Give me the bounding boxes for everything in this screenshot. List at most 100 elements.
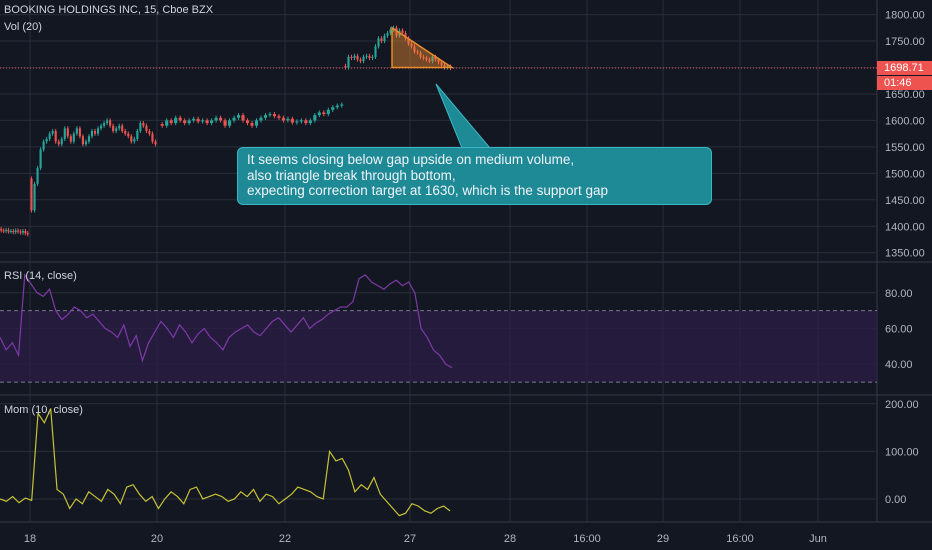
candle-body xyxy=(133,138,136,142)
candle-body xyxy=(299,120,303,122)
grid-lines xyxy=(0,0,932,523)
candle-body xyxy=(395,27,398,36)
candle-body xyxy=(245,120,250,124)
rsi-pane[interactable] xyxy=(0,273,877,383)
candle-body xyxy=(425,57,428,60)
candle-body xyxy=(340,104,344,106)
mom-tick-label: 0.00 xyxy=(885,494,906,506)
candle-body xyxy=(66,128,69,137)
candle-body xyxy=(232,117,236,121)
mom-tick-label: 100.00 xyxy=(885,446,919,458)
mom-tick-label: 200.00 xyxy=(885,399,919,411)
candle-body xyxy=(374,46,377,57)
candle-body xyxy=(241,115,245,121)
candle-body xyxy=(96,128,100,134)
candle-body xyxy=(42,141,45,150)
x-tick-label: Jun xyxy=(809,533,827,545)
candle-body xyxy=(115,128,118,131)
x-tick-label: 22 xyxy=(279,533,291,545)
candle-body xyxy=(103,123,106,126)
candle-body xyxy=(236,115,241,118)
candle-body xyxy=(121,125,124,131)
x-tick-label: 16:00 xyxy=(726,533,754,545)
candle-body xyxy=(416,51,419,53)
candle-body xyxy=(127,133,130,137)
price-tick-label: 1650.00 xyxy=(885,89,925,101)
candle-body xyxy=(93,131,97,134)
candle-body xyxy=(356,55,359,60)
x-tick-label: 27 xyxy=(404,533,416,545)
candle-body xyxy=(165,120,169,126)
candle-body xyxy=(130,136,133,142)
candle-body xyxy=(9,231,12,233)
candle-body xyxy=(227,120,232,126)
candle-body xyxy=(317,112,321,116)
candle-body xyxy=(118,125,121,129)
candle-body xyxy=(169,120,173,124)
candle-body xyxy=(290,118,294,123)
x-tick-label: 18 xyxy=(24,533,36,545)
price-tick-label: 1400.00 xyxy=(885,221,925,233)
candle-body xyxy=(359,59,362,62)
candle-body xyxy=(353,55,356,58)
candle-body xyxy=(308,120,312,124)
candle-body xyxy=(277,116,281,118)
candle-body xyxy=(335,105,339,108)
candle-body xyxy=(154,141,157,145)
momentum-title[interactable]: Mom (10, close) xyxy=(4,404,83,416)
x-tick-label: 16:00 xyxy=(573,533,601,545)
candle-body xyxy=(160,124,164,126)
price-tick-label: 1450.00 xyxy=(885,195,925,207)
candle-body xyxy=(174,117,178,124)
price-tick-label: 1600.00 xyxy=(885,115,925,127)
last-price-tag: 1698.71 xyxy=(877,61,932,76)
candle-body xyxy=(48,133,51,139)
candle-body xyxy=(268,114,272,116)
rsi-band xyxy=(0,310,877,383)
candle-body xyxy=(223,120,227,126)
candle-body xyxy=(201,120,205,122)
rsi-tick-label: 80.00 xyxy=(885,288,913,300)
candle-body xyxy=(0,228,3,231)
candle-body xyxy=(362,56,365,62)
symbol-title[interactable]: BOOKING HOLDINGS INC, 15, Cboe BZX xyxy=(4,4,214,16)
candle-body xyxy=(371,56,374,58)
rsi-title[interactable]: RSI (14, close) xyxy=(4,270,77,282)
rsi-tick-label: 60.00 xyxy=(885,324,913,336)
candle-body xyxy=(148,131,151,134)
candle-body xyxy=(30,178,33,211)
candle-body xyxy=(60,138,63,145)
rsi-series-line xyxy=(0,273,453,369)
bar-countdown: 01:46 xyxy=(877,76,932,91)
volume-title[interactable]: Vol (20) xyxy=(4,21,42,33)
candle-body xyxy=(2,230,5,232)
x-tick-label: 20 xyxy=(151,533,163,545)
candle-body xyxy=(90,131,94,137)
candle-body xyxy=(17,230,20,232)
candle-body xyxy=(419,52,422,57)
candle-body xyxy=(368,55,371,58)
time-axis[interactable]: 18 20 22 27 28 16:00 29 16:00 Jun xyxy=(24,533,827,545)
candle-body xyxy=(404,33,407,39)
momentum-series-line xyxy=(0,408,451,517)
candle-body xyxy=(272,114,277,117)
candle-body xyxy=(386,33,389,36)
candle-body xyxy=(142,123,145,126)
candle-body xyxy=(51,131,54,134)
candle-body xyxy=(21,231,24,233)
candle-body xyxy=(192,118,196,121)
candle-body xyxy=(389,29,392,34)
candle-body xyxy=(183,120,187,124)
candle-body xyxy=(36,168,39,184)
annotation-callout[interactable]: It seems closing below gap upside on med… xyxy=(237,147,712,205)
candle-body xyxy=(112,125,115,131)
candle-body xyxy=(75,128,78,134)
candle-body xyxy=(214,117,218,121)
candle-body xyxy=(428,59,431,62)
candle-body xyxy=(54,131,57,142)
candle-body xyxy=(178,117,182,121)
candle-body xyxy=(313,115,317,121)
momentum-pane[interactable] xyxy=(0,408,451,517)
price-pane[interactable] xyxy=(0,25,455,237)
